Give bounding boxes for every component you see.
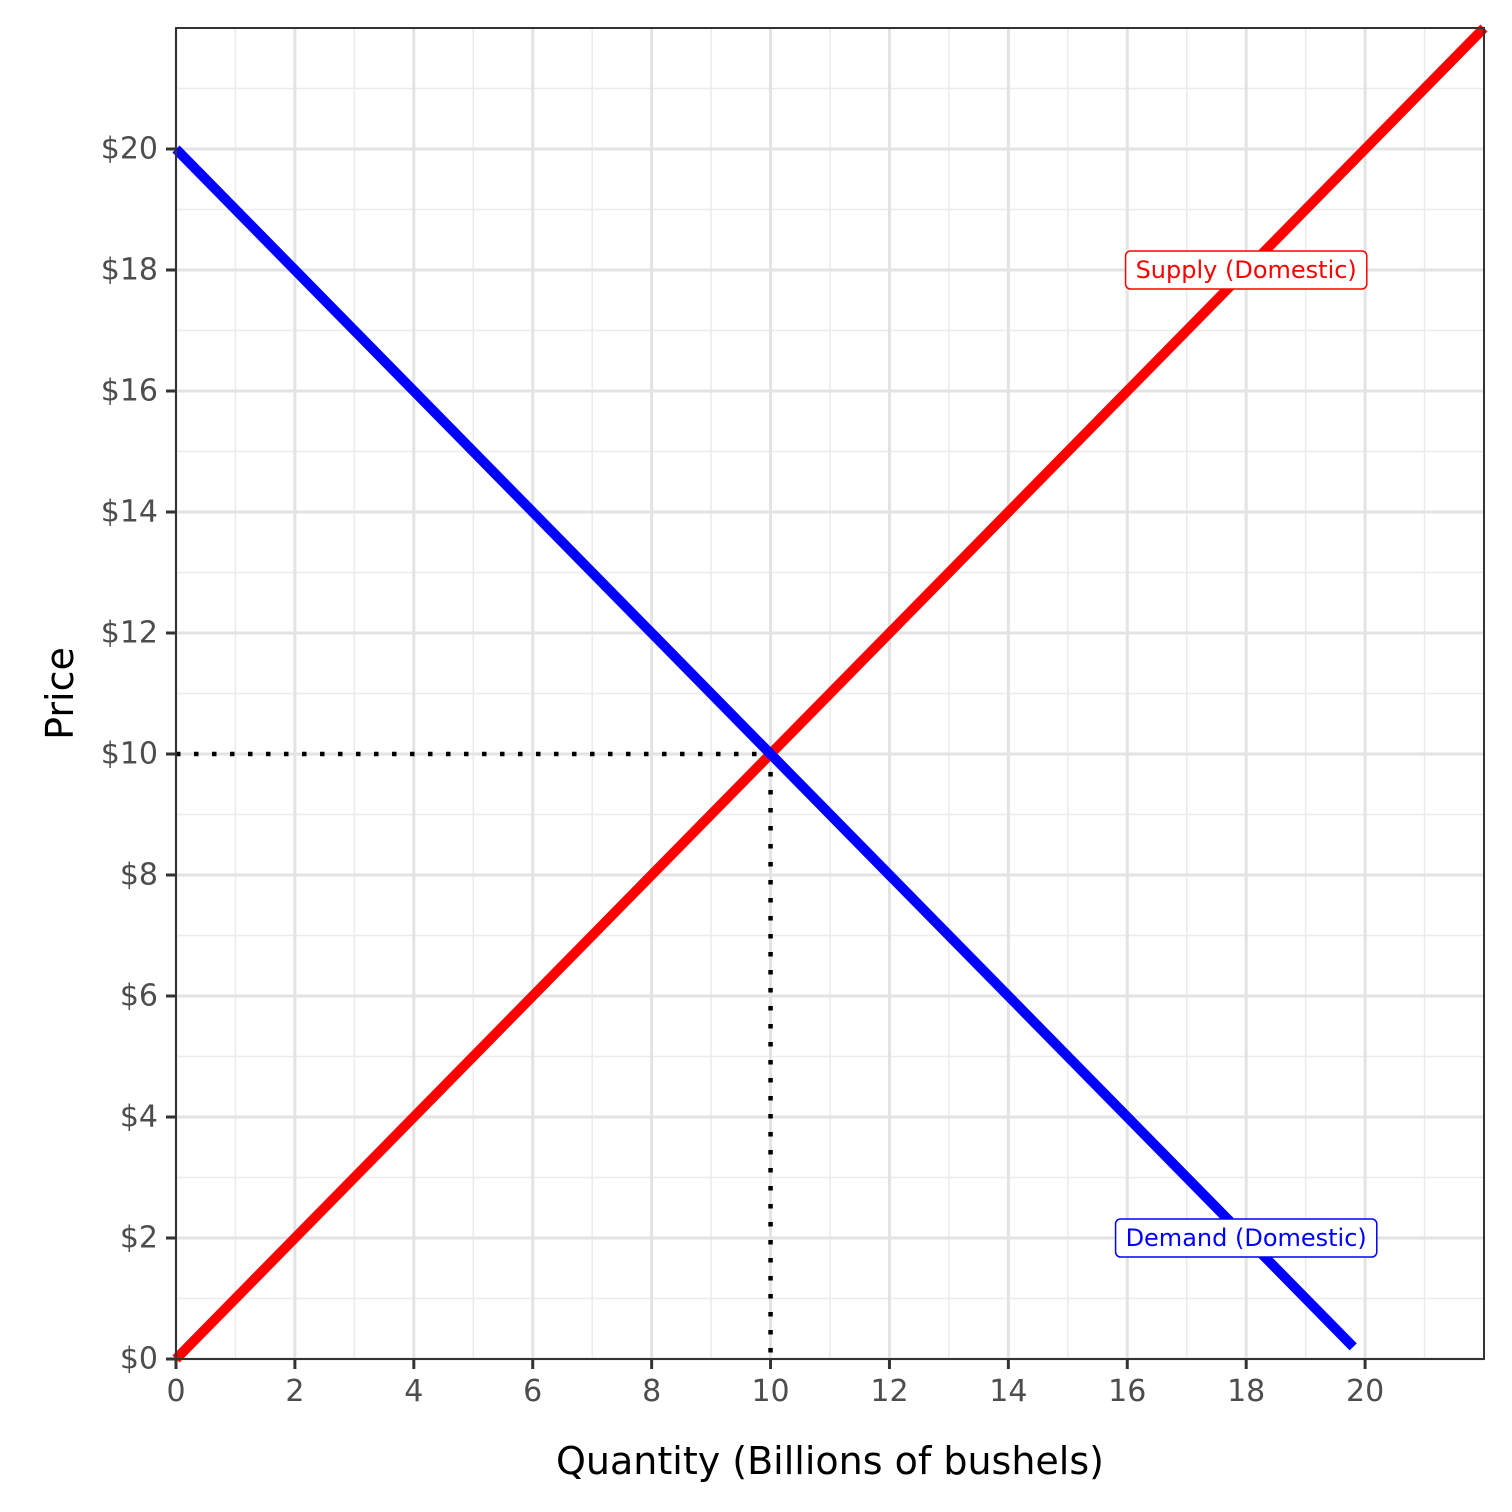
demand-curve — [172, 145, 1357, 1351]
y-tick-label: $12 — [101, 616, 158, 651]
y-axis: $0 $2 $4 $6 $8 $10 $12 $14 $16 $18 $20 — [101, 132, 176, 1377]
x-axis-title: Quantity (Billions of bushels) — [556, 1439, 1104, 1483]
y-tick-label: $4 — [120, 1100, 158, 1135]
supply-label: Supply (Domestic) — [1124, 250, 1368, 290]
supply-label-box — [1124, 250, 1368, 290]
x-tick-label: 20 — [1346, 1374, 1384, 1409]
supply-curve — [172, 24, 1488, 1363]
x-tick-label: 14 — [989, 1374, 1027, 1409]
equilibrium-guides — [176, 751, 773, 1359]
y-axis-title: Price — [38, 647, 82, 740]
x-tick-label: 8 — [642, 1374, 661, 1409]
plot-panel-border — [175, 27, 1485, 1360]
supply-label-text: Supply (Domestic) — [1136, 256, 1357, 284]
y-tick-label: $8 — [120, 858, 158, 893]
y-tick-label: $6 — [120, 979, 158, 1014]
x-tick-label: 4 — [404, 1374, 423, 1409]
x-axis: 0 2 4 6 8 10 12 14 16 18 20 — [166, 1359, 1384, 1409]
x-tick-label: 6 — [523, 1374, 542, 1409]
x-tick-label: 18 — [1227, 1374, 1265, 1409]
y-tick-label: $18 — [101, 253, 158, 288]
x-tick-label: 10 — [751, 1374, 789, 1409]
y-tick-label: $2 — [120, 1221, 158, 1256]
y-tick-label: $16 — [101, 374, 158, 409]
y-tick-label: $14 — [101, 495, 158, 530]
x-tick-label: 12 — [870, 1374, 908, 1409]
demand-label-text: Demand (Domestic) — [1126, 1224, 1367, 1252]
y-tick-label: $20 — [101, 132, 158, 167]
x-tick-label: 0 — [166, 1374, 185, 1409]
y-tick-label: $0 — [120, 1342, 158, 1377]
x-tick-label: 2 — [285, 1374, 304, 1409]
x-tick-label: 16 — [1108, 1374, 1146, 1409]
curve-labels: Supply (Domestic) Demand (Domestic) — [1114, 250, 1378, 1258]
curves — [172, 24, 1488, 1363]
demand-label: Demand (Domestic) — [1114, 1218, 1378, 1258]
y-tick-label: $10 — [101, 737, 158, 772]
demand-label-box — [1114, 1218, 1378, 1258]
minor-gridlines — [176, 28, 1484, 1359]
